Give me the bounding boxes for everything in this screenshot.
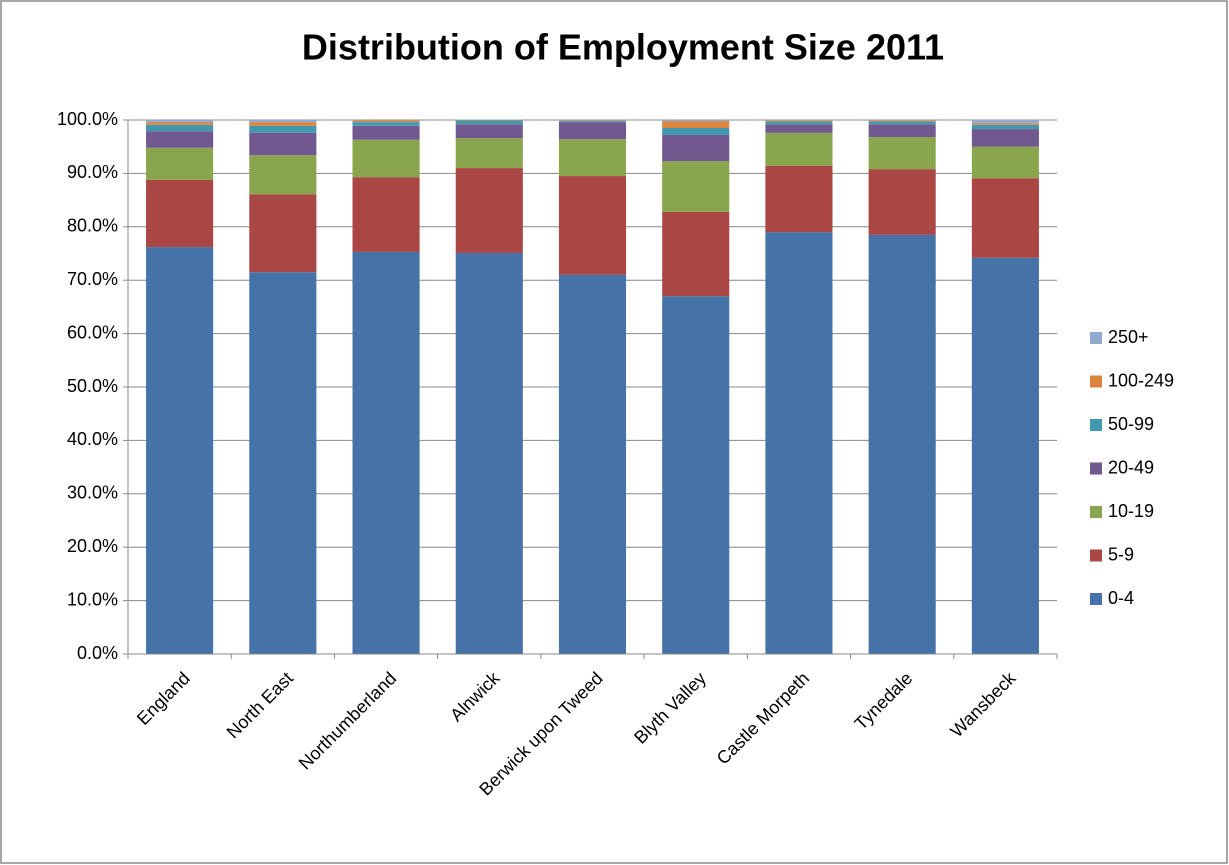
bar-segment: [558, 176, 627, 275]
legend-swatch: [1090, 593, 1102, 605]
bar-segment: [352, 122, 420, 126]
legend-label: 5-9: [1108, 544, 1134, 564]
bar-segment: [765, 232, 833, 654]
bar-segment: [249, 132, 317, 156]
bar-segment: [558, 274, 627, 654]
bar-segment: [662, 296, 730, 654]
bar-segment: [455, 168, 523, 253]
bar-segment: [662, 128, 730, 135]
y-tick-label: 90.0%: [67, 162, 118, 182]
y-tick-label: 40.0%: [67, 429, 118, 449]
bar-segment: [971, 146, 1039, 179]
bar-segment: [352, 251, 420, 654]
bar-segment: [249, 194, 317, 273]
bar-segment: [558, 139, 627, 177]
y-tick-label: 30.0%: [67, 483, 118, 503]
bar-segment: [146, 247, 214, 655]
y-tick-label: 20.0%: [67, 536, 118, 556]
legend-swatch: [1090, 506, 1102, 518]
bar-segment: [558, 120, 627, 122]
legend-swatch: [1090, 462, 1102, 475]
bar-segment: [455, 120, 523, 125]
legend-label: 0-4: [1108, 588, 1134, 608]
bar-segment: [352, 125, 420, 140]
legend-label: 20-49: [1108, 457, 1154, 477]
bar-segment: [868, 234, 936, 654]
legend-swatch: [1090, 375, 1102, 388]
bar-segment: [971, 257, 1039, 654]
legend-label: 50-99: [1108, 414, 1154, 434]
bar-segment: [868, 121, 936, 125]
bar-segment: [146, 179, 214, 248]
legend-swatch: [1090, 332, 1102, 344]
bar-segment: [249, 120, 317, 123]
bar-segment: [662, 121, 730, 129]
bar-segment: [558, 120, 627, 121]
bar-segment: [352, 120, 420, 123]
y-tick-label: 50.0%: [67, 376, 118, 396]
bar-segment: [662, 134, 730, 162]
bar-segment: [455, 252, 523, 654]
legend-label: 10-19: [1108, 501, 1154, 521]
bar-segment: [455, 119, 523, 120]
bar-segment: [868, 124, 936, 138]
legend-label: 250+: [1108, 327, 1149, 347]
bar-segment: [662, 211, 730, 297]
bar-segment: [971, 129, 1039, 147]
bar-segment: [765, 121, 833, 125]
bar-segment: [868, 137, 936, 170]
bar-segment: [146, 120, 214, 123]
bar-segment: [146, 131, 214, 148]
bar-segment: [249, 122, 317, 126]
bar-segment: [868, 120, 936, 121]
y-tick-label: 10.0%: [67, 589, 118, 609]
bar-segment: [352, 139, 420, 178]
y-tick-label: 0.0%: [77, 643, 118, 663]
bar-segment: [558, 122, 627, 140]
bar-segment: [455, 138, 523, 169]
bar-segment: [868, 169, 936, 235]
bar-segment: [249, 155, 317, 195]
bar-segment: [352, 177, 420, 252]
bar-segment: [662, 161, 730, 212]
bar-segment: [249, 272, 317, 654]
bar-segment: [765, 120, 833, 122]
bar-segment: [558, 121, 627, 123]
y-tick-label: 100.0%: [57, 109, 118, 129]
legend-swatch: [1090, 549, 1102, 562]
bar-segment: [765, 165, 833, 233]
bar-segment: [146, 124, 214, 132]
bar-segment: [971, 124, 1039, 130]
bar-segment: [765, 132, 833, 166]
bar-segment: [146, 122, 214, 125]
bar-segment: [765, 120, 833, 121]
legend-label: 100-249: [1108, 370, 1174, 390]
y-tick-label: 80.0%: [67, 216, 118, 236]
bar-segment: [971, 120, 1039, 124]
y-tick-label: 70.0%: [67, 269, 118, 289]
bar-segment: [352, 120, 420, 121]
bar-segment: [868, 120, 936, 122]
bar-segment: [455, 120, 523, 121]
bar-segment: [971, 123, 1039, 125]
legend-swatch: [1090, 419, 1102, 431]
y-tick-label: 60.0%: [67, 322, 118, 342]
bar-segment: [249, 125, 317, 133]
bar-segment: [662, 120, 730, 122]
bar-segment: [971, 178, 1039, 258]
bar-segment: [765, 124, 833, 133]
bar-segment: [146, 147, 214, 180]
bar-segment: [455, 124, 523, 139]
chart-title: Distribution of Employment Size 2011: [302, 27, 944, 68]
